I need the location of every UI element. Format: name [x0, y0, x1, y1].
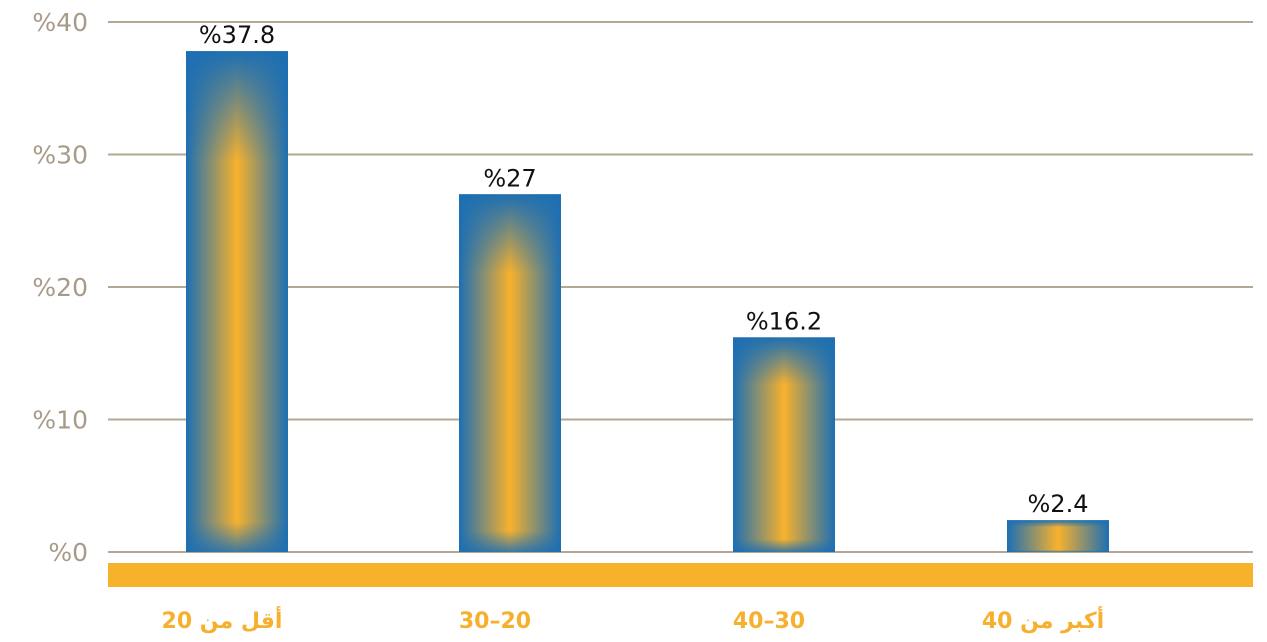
category-label: أكبر من 40	[982, 605, 1104, 634]
y-tick-label: %30	[32, 141, 88, 170]
data-label: %2.4	[1028, 490, 1089, 518]
y-tick-label: %20	[32, 273, 88, 302]
y-tick-label: %0	[48, 538, 88, 567]
data-labels: %37.8 %27 %16.2 %2.4	[199, 21, 1089, 518]
category-label: أقل من 20	[162, 605, 283, 634]
y-axis-ticks: %0 %10 %20 %30 %40	[32, 8, 88, 567]
category-label: 20–30	[459, 609, 531, 634]
category-label: 30–40	[733, 609, 805, 634]
bar	[733, 337, 835, 552]
bar	[459, 194, 561, 552]
baseline-band	[108, 563, 1253, 587]
y-tick-label: %10	[32, 406, 88, 435]
bar	[1007, 520, 1109, 552]
y-tick-label: %40	[32, 8, 88, 37]
bars	[186, 51, 1109, 553]
x-axis-categories: أقل من 20 20–30 30–40 أكبر من 40	[162, 605, 1105, 634]
data-label: %37.8	[199, 21, 275, 49]
bar	[186, 51, 288, 553]
data-label: %27	[483, 164, 536, 192]
data-label: %16.2	[746, 307, 822, 335]
